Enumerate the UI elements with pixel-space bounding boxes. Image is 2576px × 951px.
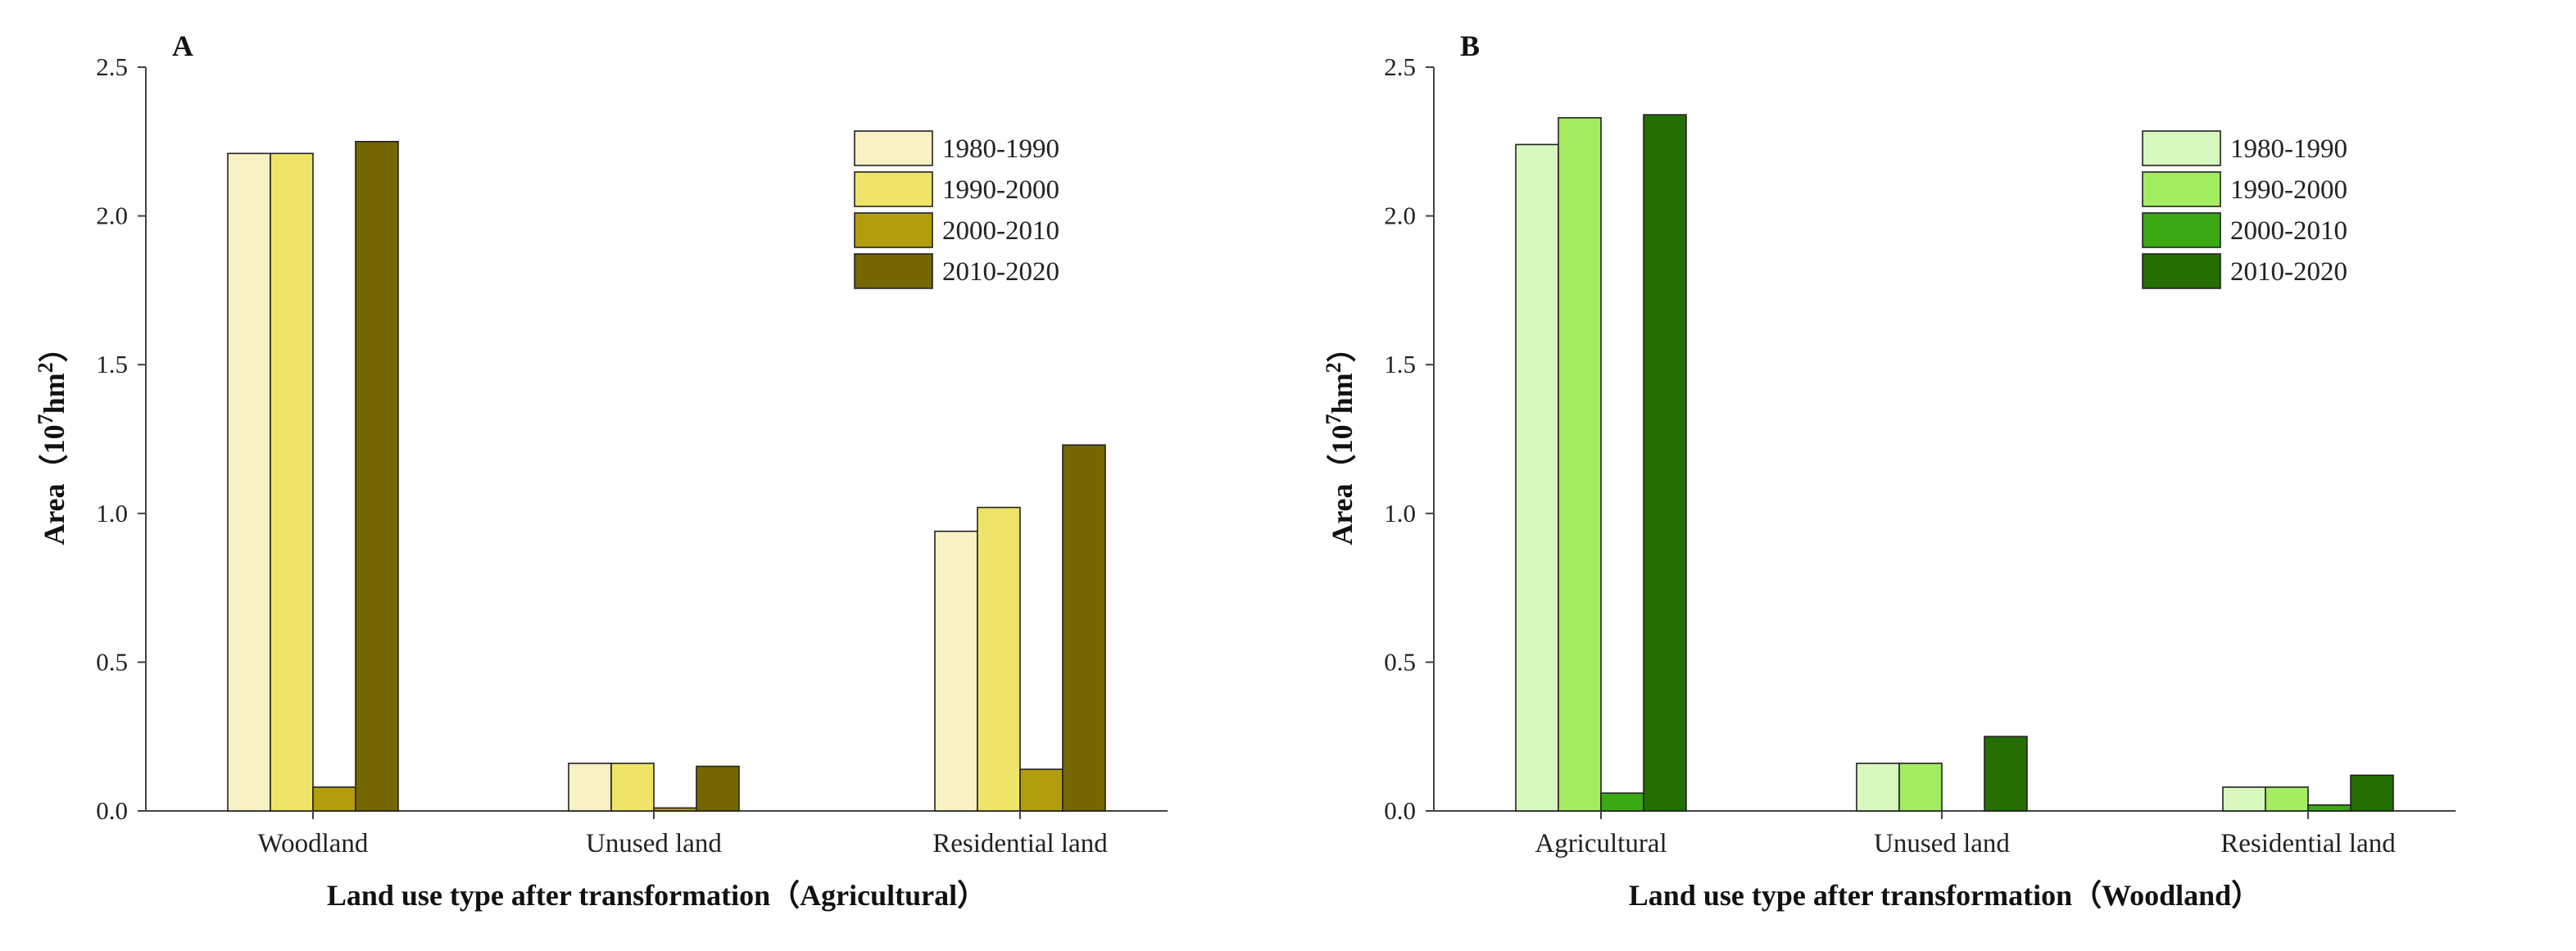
chart-panel-a: A 0.0 0.5 1.0 1.5 2.0 2.5 Woodland Unused land Re… (34, 29, 1168, 912)
y-axis-title: Area（107hm2） (34, 333, 70, 545)
x-tick-label-unused-land: Unused land (586, 829, 722, 858)
chart-panel-b: B 0.0 0.5 1.0 1.5 2.0 2.5 Agricultural Unused la… (1288, 0, 2576, 951)
bar-unused-land-2010-2020 (696, 765, 740, 812)
bar-residential-land-2000-2010 (2307, 804, 2352, 812)
chart-b: B 0.0 0.5 1.0 1.5 2.0 2.5 Agricultural Unused la… (1322, 29, 2456, 912)
x-tick-label-unused-land: Unused land (1874, 829, 2010, 858)
bar-woodland-2000-2010 (312, 786, 356, 812)
bar-residential-land-1990-2000 (977, 506, 1021, 812)
x-tick-label-residential-land: Residential land (2220, 829, 2396, 858)
x-axis-title: Land use type after transformation（Agric… (327, 879, 986, 912)
panel-letter: B (1460, 29, 1480, 62)
legend-label-2000-2010: 2000-2010 (2230, 216, 2347, 246)
y-axis-title-exp1: 7 (34, 414, 57, 424)
y-axis-title-exp1: 7 (1322, 414, 1345, 424)
legend: 1980-1990 1990-2000 2000-2010 2010-2020 (854, 130, 1059, 289)
y-tick-label: 0.0 (96, 796, 128, 825)
bar-residential-land-1980-1990 (2222, 786, 2266, 812)
legend-label-1980-1990: 1980-1990 (2230, 134, 2347, 164)
bar-agricultural-2010-2020 (1643, 114, 1687, 812)
bar-residential-land-2010-2020 (1062, 444, 1106, 812)
bar-unused-land-2000-2010 (653, 807, 697, 812)
x-tick-label-residential-land: Residential land (932, 829, 1108, 858)
y-axis-title-exp2: 2 (1322, 362, 1345, 373)
bar-agricultural-1990-2000 (1558, 116, 1602, 812)
bar-unused-land-2010-2020 (1984, 736, 2028, 812)
x-tick-label-agricultural: Agricultural (1535, 829, 1667, 858)
y-tick-label: 0.0 (1384, 796, 1416, 825)
bar-unused-land-1980-1990 (568, 763, 612, 812)
bar-agricultural-1980-1990 (1515, 143, 1559, 812)
bar-residential-land-2000-2010 (1019, 768, 1064, 812)
y-axis-title: Area（107hm2） (1322, 333, 1358, 545)
bar-residential-land-2010-2020 (2350, 774, 2394, 812)
y-tick-label: 1.5 (1384, 350, 1416, 378)
bar-unused-land-1990-2000 (1898, 763, 1943, 812)
y-axis-title-prefix: Area（10 (1326, 424, 1358, 545)
y-tick-label: 2.0 (1384, 202, 1416, 230)
x-tick-label-woodland: Woodland (258, 829, 369, 858)
y-axis-title-suffix: ） (1326, 333, 1358, 362)
y-tick-label: 0.5 (1384, 647, 1416, 676)
y-tick-label: 1.5 (96, 350, 128, 378)
legend-label-1980-1990: 1980-1990 (942, 134, 1059, 164)
legend-swatch-1980-1990 (854, 130, 933, 166)
bar-residential-land-1980-1990 (934, 530, 978, 812)
y-axis-title-unit: hm (1326, 373, 1358, 414)
legend-swatch-2010-2020 (854, 253, 933, 289)
legend-label-2010-2020: 2010-2020 (2230, 257, 2347, 287)
bar-residential-land-1990-2000 (2265, 786, 2309, 812)
legend-label-1990-2000: 1990-2000 (942, 175, 1059, 205)
y-axis-title-unit: hm (38, 373, 70, 414)
bar-woodland-1980-1990 (227, 152, 271, 812)
y-tick-label: 2.5 (96, 52, 128, 81)
bar-unused-land-1990-2000 (610, 763, 655, 812)
legend-swatch-2000-2010 (2142, 212, 2221, 248)
legend-swatch-2000-2010 (854, 212, 933, 248)
y-tick-label: 0.5 (96, 647, 128, 676)
legend-swatch-1980-1990 (2142, 130, 2221, 166)
y-axis-title-exp2: 2 (34, 362, 57, 373)
y-tick-label: 2.0 (96, 202, 128, 230)
bar-woodland-2010-2020 (355, 141, 399, 812)
y-axis-title-prefix: Area（10 (38, 424, 70, 545)
x-axis-title: Land use type after transformation（Woodl… (1629, 879, 2261, 912)
legend-swatch-1990-2000 (2142, 171, 2221, 207)
legend-swatch-2010-2020 (2142, 253, 2221, 289)
legend-label-1990-2000: 1990-2000 (2230, 175, 2347, 205)
legend-label-2010-2020: 2010-2020 (942, 257, 1059, 287)
legend-swatch-1990-2000 (854, 171, 933, 207)
legend-label-2000-2010: 2000-2010 (942, 216, 1059, 246)
y-tick-label: 1.0 (96, 499, 128, 528)
chart-a: A 0.0 0.5 1.0 1.5 2.0 2.5 Woodland Unused land Re… (34, 29, 1168, 912)
bar-unused-land-1980-1990 (1856, 763, 1900, 812)
panel-letter: A (172, 29, 193, 62)
y-tick-label: 1.0 (1384, 499, 1416, 528)
bar-woodland-1990-2000 (270, 152, 314, 812)
legend: 1980-1990 1990-2000 2000-2010 2010-2020 (2142, 130, 2347, 289)
bar-agricultural-2000-2010 (1600, 792, 1644, 812)
y-tick-label: 2.5 (1384, 52, 1416, 81)
y-axis-title-suffix: ） (38, 333, 70, 362)
